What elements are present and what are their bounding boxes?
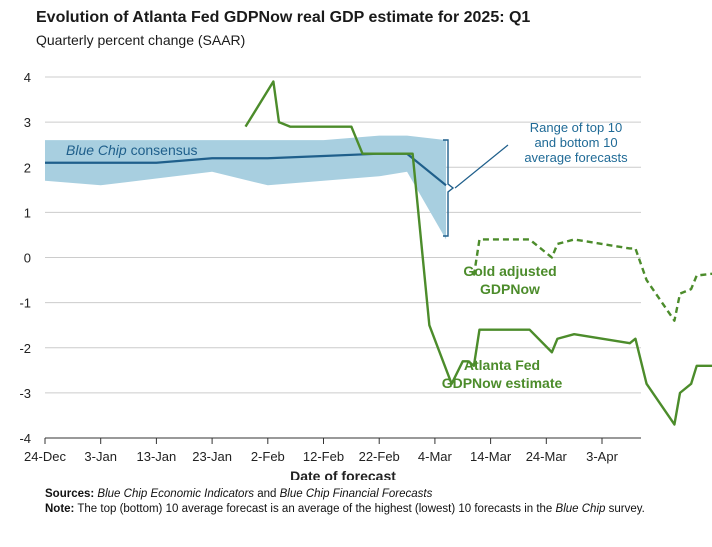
y-tick-label: 4: [24, 70, 31, 85]
y-tick-label: 1: [24, 205, 31, 220]
x-tick-label: 13-Jan: [137, 449, 177, 464]
y-tick-label: 2: [24, 160, 31, 175]
range-label: average forecasts: [524, 150, 628, 165]
x-tick-label: 23-Jan: [192, 449, 232, 464]
note-text-2: survey.: [605, 503, 645, 515]
series-line-gold-adjusted-gdpnow: [472, 238, 712, 322]
y-tick-label: 0: [24, 251, 31, 266]
note-italic: Blue Chip: [555, 503, 606, 515]
range-band: [45, 135, 447, 240]
x-tick-label: 3-Jan: [84, 449, 117, 464]
range-leader-line: [454, 144, 509, 189]
x-tick-label: 24-Mar: [526, 449, 568, 464]
chart-title: Evolution of Atlanta Fed GDPNow real GDP…: [36, 9, 531, 26]
sources-label: Sources:: [45, 488, 95, 500]
gdpnow-label: Atlanta Fed: [464, 357, 540, 373]
x-tick-label: 2-Feb: [251, 449, 285, 464]
y-tick-label: -2: [19, 341, 31, 356]
consensus-label: Blue Chip consensus: [66, 142, 198, 158]
x-tick-label: 3-Apr: [586, 449, 618, 464]
note-label: Note:: [45, 503, 75, 515]
sources-publication-2: Blue Chip Financial Forecasts: [279, 488, 433, 500]
x-tick-label: 14-Mar: [470, 449, 512, 464]
y-tick-label: -1: [19, 296, 31, 311]
gold-adjusted-label: Gold adjusted: [463, 263, 556, 279]
sources-publication-1: Blue Chip Economic Indicators: [97, 488, 255, 500]
sources-and: and: [254, 488, 280, 500]
y-tick-label: -4: [19, 431, 31, 446]
range-bracket: [443, 139, 455, 237]
y-tick-label: -3: [19, 386, 31, 401]
gdpnow-chart: 4 3 2 1 0 -1 -2 -3 -4 24-Dec 3-Jan 13-Jan 23-Jan 2-Fe…: [19, 70, 712, 480]
x-axis-title: Date of forecast: [290, 468, 396, 480]
x-tick-label: 22-Feb: [359, 449, 400, 464]
chart-subtitle: Quarterly percent change (SAAR): [36, 32, 246, 48]
x-tick-label: 24-Dec: [24, 449, 66, 464]
y-tick-label: 3: [24, 115, 31, 130]
chart-footer: Sources: Blue Chip Economic Indicators a…: [45, 487, 685, 517]
range-label: Range of top 10: [530, 120, 623, 135]
gdpnow-label: GDPNow estimate: [442, 375, 563, 391]
range-label: and bottom 10: [534, 135, 617, 150]
series-line-atlanta-fed-gdpnow-estimate: [244, 80, 712, 426]
gold-adjusted-label: GDPNow: [480, 281, 540, 297]
note-text-1: The top (bottom) 10 average forecast is …: [74, 503, 556, 515]
x-tick-label: 4-Mar: [418, 449, 453, 464]
x-tick-label: 12-Feb: [303, 449, 344, 464]
note-line: Note: The top (bottom) 10 average foreca…: [45, 502, 685, 517]
sources-line: Sources: Blue Chip Economic Indicators a…: [45, 487, 685, 502]
